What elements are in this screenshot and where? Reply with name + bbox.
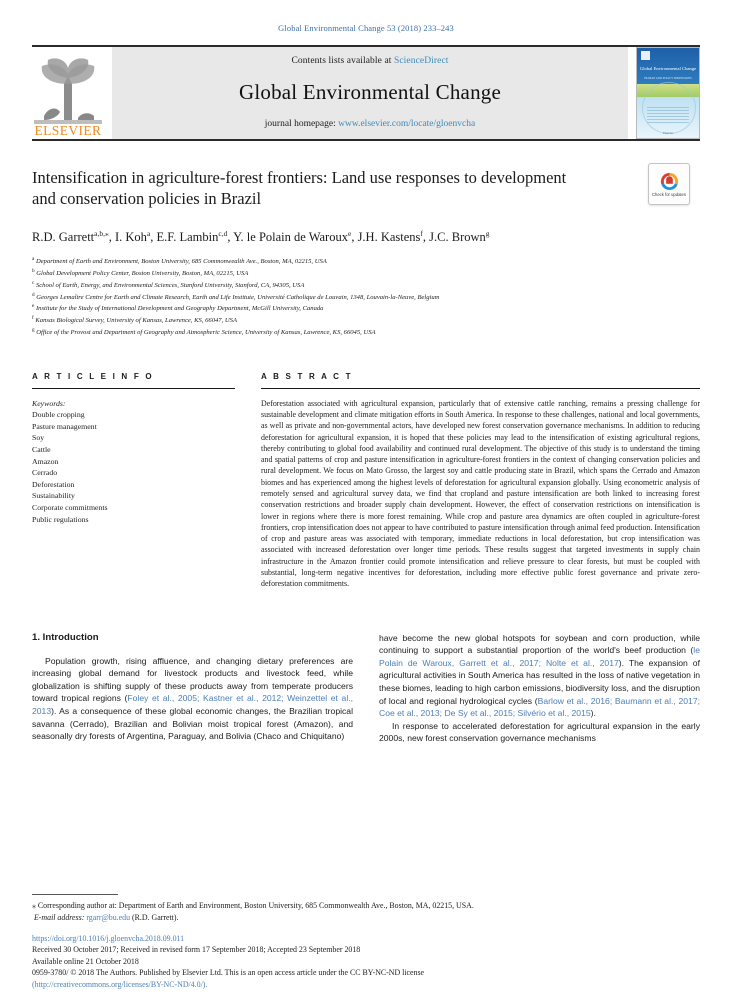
keyword-item: Cerrado xyxy=(32,468,58,478)
cover-globe-graphic xyxy=(641,82,697,135)
homepage-prefix: journal homepage: xyxy=(264,119,339,129)
email-note: E-mail address: rgarr@bu.edu (R.D. Garre… xyxy=(32,912,700,923)
affiliation-list: a Department of Earth and Environment, B… xyxy=(32,255,700,337)
license-url-text: (http://creativecommons.org/licenses/BY-… xyxy=(32,979,208,989)
elsevier-wordmark: ELSEVIER xyxy=(34,123,102,138)
keyword-item: Public regulations xyxy=(32,514,89,524)
journal-homepage-link[interactable]: www.elsevier.com/locate/gloenvcha xyxy=(338,119,476,129)
keyword-item: Soy xyxy=(32,433,45,443)
journal-cover-thumbnail: Global Environmental Change HUMAN AND PO… xyxy=(636,47,700,139)
crossmark-label: Check for updates xyxy=(652,191,686,197)
body-columns: 1. Introduction Population growth, risin… xyxy=(32,632,700,745)
body-paragraph: Population growth, rising affluence, and… xyxy=(32,655,354,742)
title-block: Intensification in agriculture-forest fr… xyxy=(32,141,700,338)
keyword-item: Pasture management xyxy=(32,421,97,431)
doi-link[interactable]: https://doi.org/10.1016/j.gloenvcha.2018… xyxy=(32,933,185,943)
affiliation-item: f Kansas Biological Survey, University o… xyxy=(32,315,237,325)
crossmark-badge[interactable]: Check for updates xyxy=(648,163,690,205)
keyword-item: Corporate commitments xyxy=(32,502,108,512)
journal-masthead: ELSEVIER Contents lists available at Sci… xyxy=(32,47,700,139)
cover-text-lines xyxy=(646,107,690,125)
author-list: R.D. Garretta,b,⁎, I. Koha, E.F. Lambinc… xyxy=(32,229,490,245)
info-abstract-row: A R T I C L E I N F O Keywords: Double c… xyxy=(32,372,700,590)
keyword-item: Double cropping xyxy=(32,410,85,420)
masthead-top-rule xyxy=(32,45,700,47)
affiliation-item: e Institute for the Study of Internation… xyxy=(32,303,324,313)
keyword-item: Cattle xyxy=(32,445,51,454)
cover-subtitle: HUMAN AND POLICY DIMENSIONS xyxy=(644,75,692,80)
affiliation-item: c School of Earth, Energy, and Environme… xyxy=(32,279,305,289)
abstract-heading: A B S T R A C T xyxy=(261,371,353,381)
page-footer: ⁎ Corresponding author at: Department of… xyxy=(32,894,700,990)
corresponding-author-note: ⁎ Corresponding author at: Department of… xyxy=(32,901,474,911)
keyword-item: Amazon xyxy=(32,456,59,466)
abstract-column: A B S T R A C T Deforestation associated… xyxy=(261,372,700,590)
running-head: Global Environmental Change 53 (2018) 23… xyxy=(278,23,454,33)
footnote-rule xyxy=(32,894,118,896)
body-column-left: 1. Introduction Population growth, risin… xyxy=(32,632,353,745)
contents-prefix: Contents lists available at xyxy=(291,56,394,66)
masthead-center: Contents lists available at ScienceDirec… xyxy=(112,47,628,139)
affiliation-item: b Global Development Policy Center, Bost… xyxy=(32,267,249,278)
crossmark-icon xyxy=(660,172,678,190)
journal-homepage-line: journal homepage: www.elsevier.com/locat… xyxy=(265,119,475,129)
sciencedirect-link[interactable]: ScienceDirect xyxy=(393,56,449,66)
journal-title: Global Environmental Change xyxy=(238,80,501,104)
affiliation-item: d Georges Lemaître Centre for Earth and … xyxy=(32,291,440,301)
contents-list-line: Contents lists available at ScienceDirec… xyxy=(291,56,448,66)
section-heading-introduction: 1. Introduction xyxy=(32,631,99,643)
abstract-rule xyxy=(261,387,700,389)
elsevier-logo: ELSEVIER xyxy=(32,47,104,139)
article-info-heading: A R T I C L E I N F O xyxy=(32,371,154,381)
keywords-label: Keywords: xyxy=(32,398,66,408)
page-title: Intensification in agriculture-forest fr… xyxy=(32,168,567,208)
cover-footer: Elsevier xyxy=(663,131,673,136)
keyword-item: Deforestation xyxy=(32,479,75,489)
article-info-column: A R T I C L E I N F O Keywords: Double c… xyxy=(32,372,235,590)
abstract-text: Deforestation associated with agricultur… xyxy=(261,398,700,589)
affiliation-item: g Office of the Provost and Department o… xyxy=(32,326,376,337)
affiliation-item: a Department of Earth and Environment, B… xyxy=(32,256,327,266)
masthead-bottom-rule xyxy=(32,139,700,141)
body-paragraph: In response to accelerated deforestation… xyxy=(379,720,700,744)
email-suffix: (R.D. Garrett). xyxy=(132,912,179,922)
email-label: E-mail address: xyxy=(33,912,85,922)
cover-title: Global Environmental Change xyxy=(639,66,697,71)
cover-elsevier-mark xyxy=(640,50,650,60)
received-dates: Received 30 October 2017; Received in re… xyxy=(32,945,361,955)
keyword-item: Sustainability xyxy=(32,491,75,501)
body-paragraph: have become the new global hotspots for … xyxy=(379,632,701,719)
email-link[interactable]: rgarr@bu.edu xyxy=(86,912,131,922)
available-online-date: Available online 21 October 2018 xyxy=(32,956,139,966)
body-column-right: have become the new global hotspots for … xyxy=(379,632,700,745)
article-info-rule xyxy=(32,387,235,389)
elsevier-tree-icon xyxy=(34,54,102,124)
copyright-line: 0959-3780/ © 2018 The Authors. Published… xyxy=(32,968,425,978)
license-url[interactable]: (http://creativecommons.org/licenses/BY-… xyxy=(32,979,700,990)
